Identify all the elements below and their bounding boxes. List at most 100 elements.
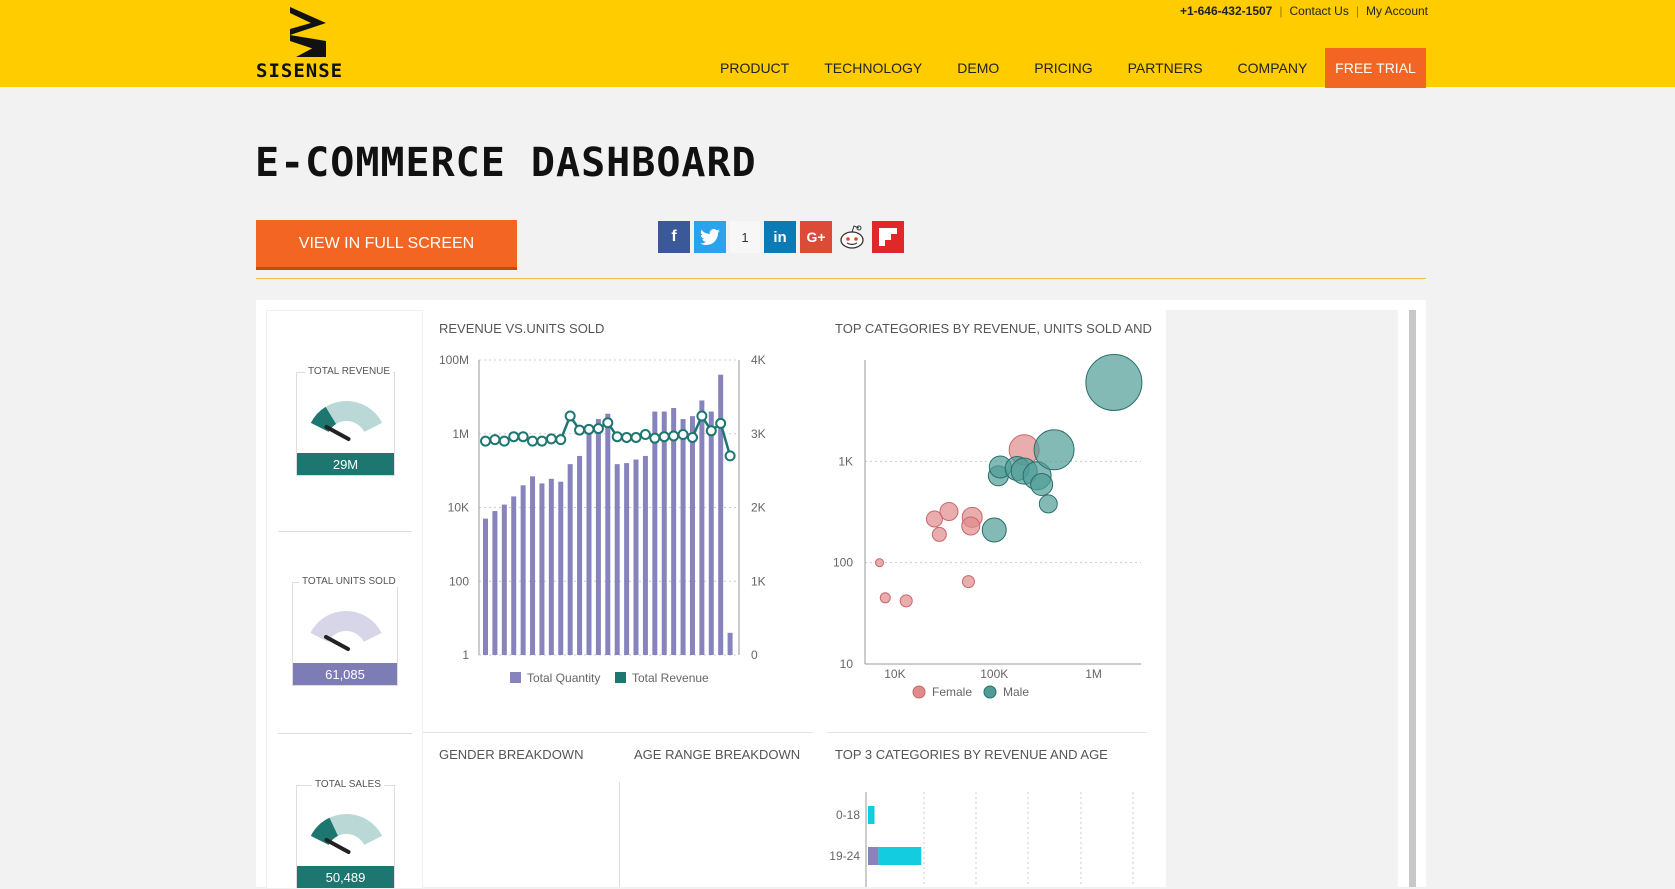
quantity-bar — [511, 496, 517, 655]
google-plus-icon[interactable]: G+ — [800, 221, 832, 253]
divider — [423, 732, 813, 733]
revenue-point — [480, 435, 491, 447]
category-label: 0-18 — [836, 808, 860, 822]
twitter-icon[interactable] — [694, 221, 726, 253]
revenue-point — [555, 434, 567, 446]
quantity-bar — [727, 632, 733, 655]
female-bubble — [925, 510, 943, 528]
revenue-point — [668, 430, 680, 442]
gauge-needle — [324, 425, 351, 441]
quantity-bar — [558, 481, 564, 655]
female-bubble — [961, 575, 975, 589]
legend-swatch — [983, 685, 997, 699]
divider — [256, 278, 1426, 279]
revenue-point — [677, 428, 689, 440]
revenue-point — [545, 433, 557, 445]
flipboard-icon[interactable] — [872, 221, 904, 253]
nav-demo[interactable]: DEMO — [957, 60, 1000, 76]
linkedin-icon[interactable]: in — [764, 221, 796, 253]
legend-label: Male — [1003, 685, 1029, 699]
facebook-icon[interactable]: f — [658, 221, 690, 253]
top3-bar-chart: 0-18 19-24 — [829, 792, 1134, 887]
gauge-fill — [310, 817, 338, 845]
revenue-point — [611, 431, 623, 443]
quantity-bar — [624, 463, 630, 655]
quantity-bar — [539, 483, 545, 655]
gauge-needle — [324, 635, 350, 651]
revenue-point — [621, 431, 633, 443]
nav-product[interactable]: PRODUCT — [720, 60, 790, 76]
scrollbar[interactable] — [1409, 310, 1416, 887]
nav-company[interactable]: COMPANY — [1237, 60, 1308, 76]
revenue-point — [508, 431, 520, 443]
kpi-value: 61,085 — [293, 663, 397, 685]
phone-number[interactable]: +1-646-432-1507 — [1179, 4, 1273, 18]
x-tick-label: 100K — [980, 667, 1008, 681]
revenue-point — [498, 435, 510, 447]
my-account-link[interactable]: My Account — [1365, 4, 1428, 18]
kpi-title: TOTAL UNITS SOLD — [299, 576, 399, 587]
age-range-title: AGE RANGE BREAKDOWN — [634, 747, 801, 762]
page-title: E-COMMERCE DASHBOARD — [255, 140, 757, 186]
male-bubble — [1038, 494, 1058, 514]
x-tick-label: 1M — [1085, 667, 1102, 681]
male-bubble — [981, 517, 1007, 543]
revenue-point — [583, 423, 595, 435]
kpi-value: 29M — [297, 453, 394, 475]
revenue-point — [686, 431, 698, 443]
top-categories-widget[interactable]: TOP CATEGORIES BY REVENUE, UNITS SOLD AN… — [819, 310, 1154, 730]
y-tick-label: 1K — [838, 454, 853, 468]
reddit-icon[interactable] — [836, 221, 868, 253]
gauge-chart — [310, 611, 382, 651]
kpi-total-revenue[interactable]: TOTAL REVENUE 29M — [296, 366, 395, 476]
revenue-point — [564, 410, 576, 422]
quantity-bar — [595, 419, 601, 655]
female-bubble — [931, 526, 947, 542]
nav-partners[interactable]: PARTNERS — [1127, 60, 1203, 76]
revenue-point — [630, 431, 642, 443]
quantity-bar — [567, 464, 573, 655]
gauge-fill — [310, 406, 337, 432]
view-fullscreen-button[interactable]: VIEW IN FULL SCREEN — [256, 220, 517, 267]
female-bubble — [961, 516, 981, 536]
quantity-bar — [577, 455, 583, 655]
gauge-arc — [310, 611, 382, 642]
revenue-point — [724, 450, 736, 462]
legend-label: Total Revenue — [632, 671, 709, 685]
revenue-units-widget[interactable]: REVENUE vs.UNITS SOLD 100M 4K 1M 3K 10K 2K 100… — [423, 310, 813, 730]
divider — [619, 782, 620, 887]
female-bubble — [879, 592, 891, 604]
main-nav: PRODUCT TECHNOLOGY DEMO PRICING PARTNERS… — [720, 48, 1426, 88]
quantity-bar — [661, 411, 667, 655]
quantity-bar — [718, 374, 724, 655]
kpi-total-units-sold[interactable]: TOTAL UNITS SOLD 61,085 — [292, 576, 399, 686]
nav-technology[interactable]: TECHNOLOGY — [824, 60, 923, 76]
kpi-title: TOTAL REVENUE — [305, 366, 394, 377]
top3-categories-widget[interactable]: TOP 3 CATEGORIES BY REVENUE AND AGE 0-18… — [819, 735, 1154, 887]
y-left-tick-label: 10K — [448, 501, 469, 515]
kpi-total-sales[interactable]: TOTAL SALES 50,489 — [296, 779, 395, 888]
y-left-tick-label: 1M — [452, 427, 469, 441]
male-bubble — [1030, 473, 1054, 497]
sisense-logo[interactable] — [256, 5, 364, 78]
logo-text: SISENSE — [256, 60, 344, 82]
revenue-point — [517, 431, 529, 443]
y-right-tick-label: 0 — [751, 648, 758, 662]
gender-age-widget[interactable]: GENDER BREAKDOWN AGE RANGE BREAKDOWN — [423, 735, 813, 887]
revenue-point — [658, 431, 670, 443]
nav-pricing[interactable]: PRICING — [1034, 60, 1093, 76]
quantity-bar — [689, 416, 695, 655]
category-label: 19-24 — [829, 849, 860, 863]
quantity-bar — [642, 455, 648, 655]
revenue-point — [536, 435, 548, 447]
age-bar — [878, 847, 922, 865]
quantity-bar — [652, 411, 658, 655]
free-trial-button[interactable]: FREE TRIAL — [1325, 48, 1426, 88]
revenue-point — [602, 417, 614, 429]
gauge-chart — [310, 814, 383, 854]
quantity-bar — [614, 464, 620, 655]
y-right-tick-label: 4K — [751, 353, 766, 367]
y-tick-label: 10 — [840, 657, 854, 671]
contact-us-link[interactable]: Contact Us — [1289, 4, 1349, 18]
revenue-point — [527, 435, 539, 447]
